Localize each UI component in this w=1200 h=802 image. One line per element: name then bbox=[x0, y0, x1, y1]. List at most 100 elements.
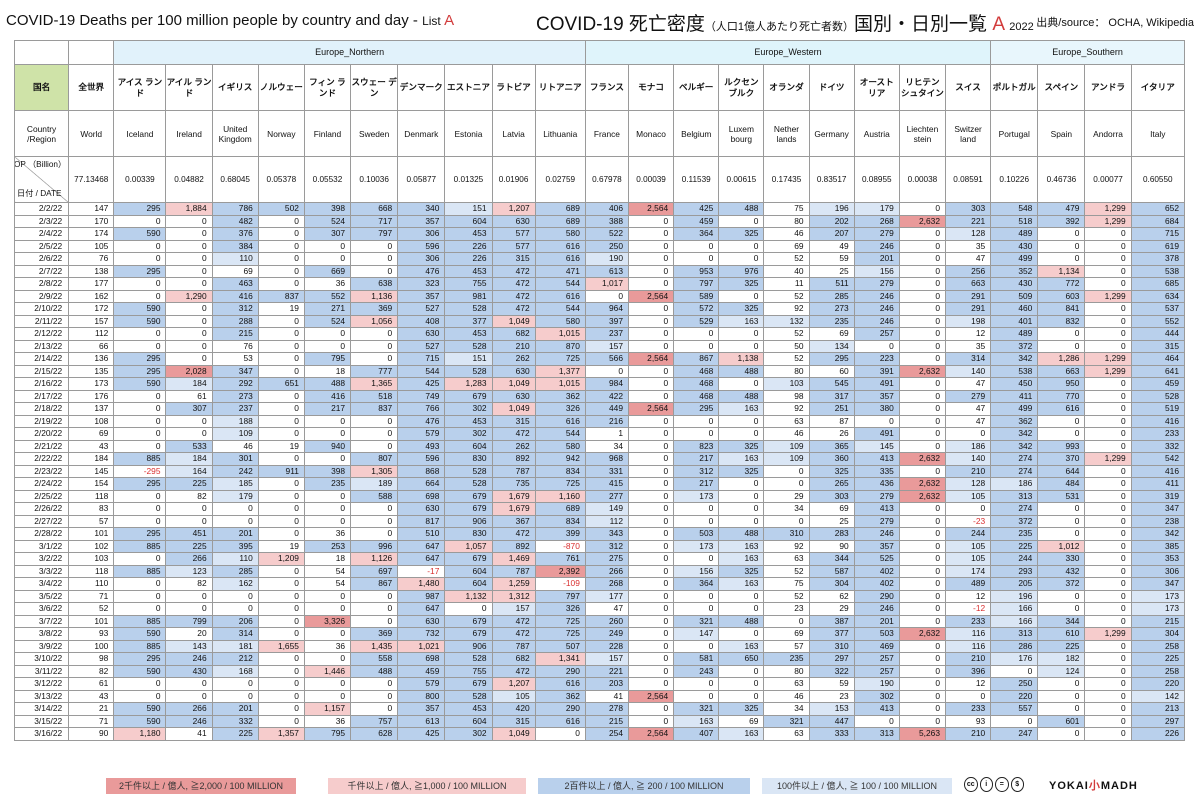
value-cell: 542 bbox=[1130, 452, 1186, 466]
value-cell: 325 bbox=[718, 439, 765, 453]
value-cell: 123 bbox=[165, 564, 213, 578]
value-cell: 36 bbox=[303, 527, 352, 541]
value-cell: 398 bbox=[303, 464, 352, 478]
value-cell: 343 bbox=[584, 527, 630, 541]
value-cell: 679 bbox=[444, 627, 493, 641]
value-cell: 588 bbox=[350, 489, 399, 503]
value-cell: 168 bbox=[211, 664, 259, 678]
value-cell: 203 bbox=[584, 677, 630, 691]
value-cell: 0 bbox=[673, 252, 720, 266]
value-cell: 0 bbox=[673, 414, 720, 428]
value-cell: 156 bbox=[853, 264, 900, 278]
value-cell: 1,469 bbox=[491, 552, 536, 566]
value-cell: 173 bbox=[673, 489, 720, 503]
population-cell: 0.10036 bbox=[350, 156, 399, 203]
value-cell: 0 bbox=[898, 577, 946, 591]
value-cell: 0 bbox=[1037, 327, 1086, 341]
value-cell: 630 bbox=[491, 214, 536, 228]
value-cell: 892 bbox=[491, 539, 536, 553]
value-cell: 303 bbox=[944, 202, 992, 216]
value-cell: 1,017 bbox=[584, 277, 630, 291]
population-cell: 0.00077 bbox=[1084, 156, 1132, 203]
value-cell: 0 bbox=[673, 427, 720, 441]
value-cell: 885 bbox=[113, 564, 167, 578]
table-row: 3/7/22 101 885 799 206 0 3,326 0 630 679 472 725 260… bbox=[13, 614, 1186, 628]
value-cell: 650 bbox=[718, 652, 765, 666]
value-cell: 1,056 bbox=[350, 314, 399, 328]
value-cell: 76 bbox=[211, 339, 259, 353]
value-cell: 380 bbox=[853, 402, 900, 416]
value-cell: 459 bbox=[673, 214, 720, 228]
country-name-jp: スウェー デン bbox=[350, 64, 399, 111]
value-cell: 552 bbox=[1130, 314, 1186, 328]
value-cell: 12 bbox=[944, 677, 992, 691]
value-cell: 297 bbox=[808, 652, 855, 666]
value-cell: 489 bbox=[990, 227, 1039, 241]
value-cell: 870 bbox=[534, 339, 586, 353]
value-cell: 342 bbox=[990, 427, 1039, 441]
value-cell: 257 bbox=[853, 327, 900, 341]
value-cell: 572 bbox=[673, 302, 720, 316]
value-cell: 166 bbox=[990, 614, 1039, 628]
value-cell: 145 bbox=[853, 439, 900, 453]
value-cell: 35 bbox=[944, 339, 992, 353]
value-cell: 0 bbox=[898, 227, 946, 241]
value-cell: 715 bbox=[397, 352, 446, 366]
value-cell: 326 bbox=[534, 402, 586, 416]
value-cell: 601 bbox=[1037, 714, 1086, 728]
value-cell: 0 bbox=[165, 689, 213, 703]
population-cell: 0.83517 bbox=[808, 156, 855, 203]
value-cell: 786 bbox=[211, 202, 259, 216]
title-english: COVID-19 Deaths per 100 million people b… bbox=[6, 12, 454, 29]
value-cell: 450 bbox=[990, 377, 1039, 391]
value-cell: 398 bbox=[303, 202, 352, 216]
value-cell: 0 bbox=[350, 589, 399, 603]
value-cell: 544 bbox=[534, 277, 586, 291]
value-cell: 307 bbox=[165, 402, 213, 416]
date-cell: 2/8/22 bbox=[13, 277, 70, 291]
value-cell: 0 bbox=[1084, 464, 1132, 478]
value-cell: 488 bbox=[718, 527, 765, 541]
country-name-en: Finland bbox=[303, 110, 352, 157]
value-cell: 0 bbox=[257, 577, 305, 591]
value-cell: 0 bbox=[627, 589, 675, 603]
value-cell: 0 bbox=[165, 677, 213, 691]
title-jp-letter: A bbox=[992, 14, 1004, 35]
value-cell: 210 bbox=[944, 464, 992, 478]
value-cell: 367 bbox=[491, 514, 536, 528]
population-cell: 0.00039 bbox=[627, 156, 675, 203]
value-cell: 503 bbox=[853, 627, 900, 641]
jp-name-row: 国名 全世界 アイス ランド アイル ランド イギリス ノルウェー フィン ランド スウェー … bbox=[13, 64, 1186, 111]
value-cell: 185 bbox=[211, 477, 259, 491]
value-cell: 246 bbox=[853, 527, 900, 541]
value-cell: 0 bbox=[990, 664, 1039, 678]
value-cell: 411 bbox=[1130, 477, 1186, 491]
value-cell: 376 bbox=[211, 227, 259, 241]
value-cell: 304 bbox=[808, 577, 855, 591]
value-cell: 1,134 bbox=[1037, 264, 1086, 278]
value-cell: 246 bbox=[853, 289, 900, 303]
value-cell: 613 bbox=[584, 264, 630, 278]
value-cell: 604 bbox=[444, 577, 493, 591]
value-cell: 725 bbox=[534, 352, 586, 366]
value-cell: 242 bbox=[211, 464, 259, 478]
value-cell: 0 bbox=[1084, 302, 1132, 316]
value-cell: 0 bbox=[898, 439, 946, 453]
value-cell: 0 bbox=[211, 602, 259, 616]
value-cell: 0 bbox=[303, 677, 352, 691]
value-cell: 196 bbox=[808, 202, 855, 216]
value-cell: 190 bbox=[584, 252, 630, 266]
value-cell: 315 bbox=[491, 252, 536, 266]
value-cell: 109 bbox=[763, 452, 810, 466]
value-cell: 312 bbox=[211, 302, 259, 316]
value-cell: 663 bbox=[1037, 364, 1086, 378]
value-cell: 491 bbox=[853, 427, 900, 441]
date-cell: 2/12/22 bbox=[13, 327, 70, 341]
value-cell: 0 bbox=[898, 239, 946, 253]
value-cell: 482 bbox=[211, 214, 259, 228]
value-cell: 186 bbox=[944, 439, 992, 453]
value-cell: 0 bbox=[898, 514, 946, 528]
value-cell: 689 bbox=[534, 502, 586, 516]
value-cell: 413 bbox=[853, 452, 900, 466]
value-cell: 0 bbox=[763, 514, 810, 528]
